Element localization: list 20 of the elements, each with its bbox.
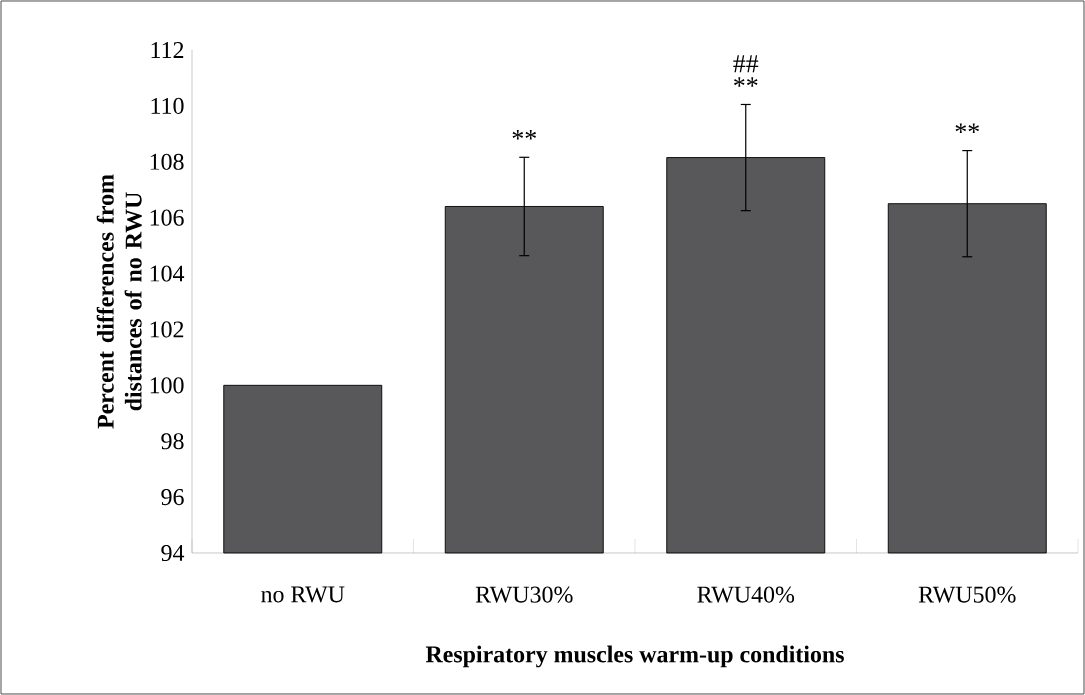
y-tick-label: 108: [150, 153, 184, 170]
x-tick-label: RWU40%: [697, 586, 795, 603]
y-tick-label: 98: [161, 433, 184, 450]
y-axis-title: Percent differences from distances of no RWU: [96, 174, 142, 429]
annotation: **: [955, 123, 979, 133]
y-tick-label: 110: [151, 97, 184, 114]
y-tick-label: 106: [150, 209, 184, 226]
annotation: **: [734, 77, 758, 87]
x-tick-label: RWU50%: [918, 586, 1016, 603]
y-tick-label: 112: [151, 42, 184, 58]
x-tick-label: no RWU: [261, 586, 345, 603]
x-tick-label: RWU30%: [475, 586, 573, 603]
y-tick-label: 102: [150, 321, 184, 338]
y-tick-label: 94: [161, 544, 185, 562]
annotation: ##: [733, 55, 759, 73]
x-axis-title: Respiratory muscles warm-up conditions: [425, 645, 844, 668]
y-tick-label: 100: [150, 377, 184, 394]
y-tick-label: 96: [161, 489, 184, 506]
y-tick-label: 104: [150, 265, 185, 282]
annotation: **: [512, 130, 536, 140]
